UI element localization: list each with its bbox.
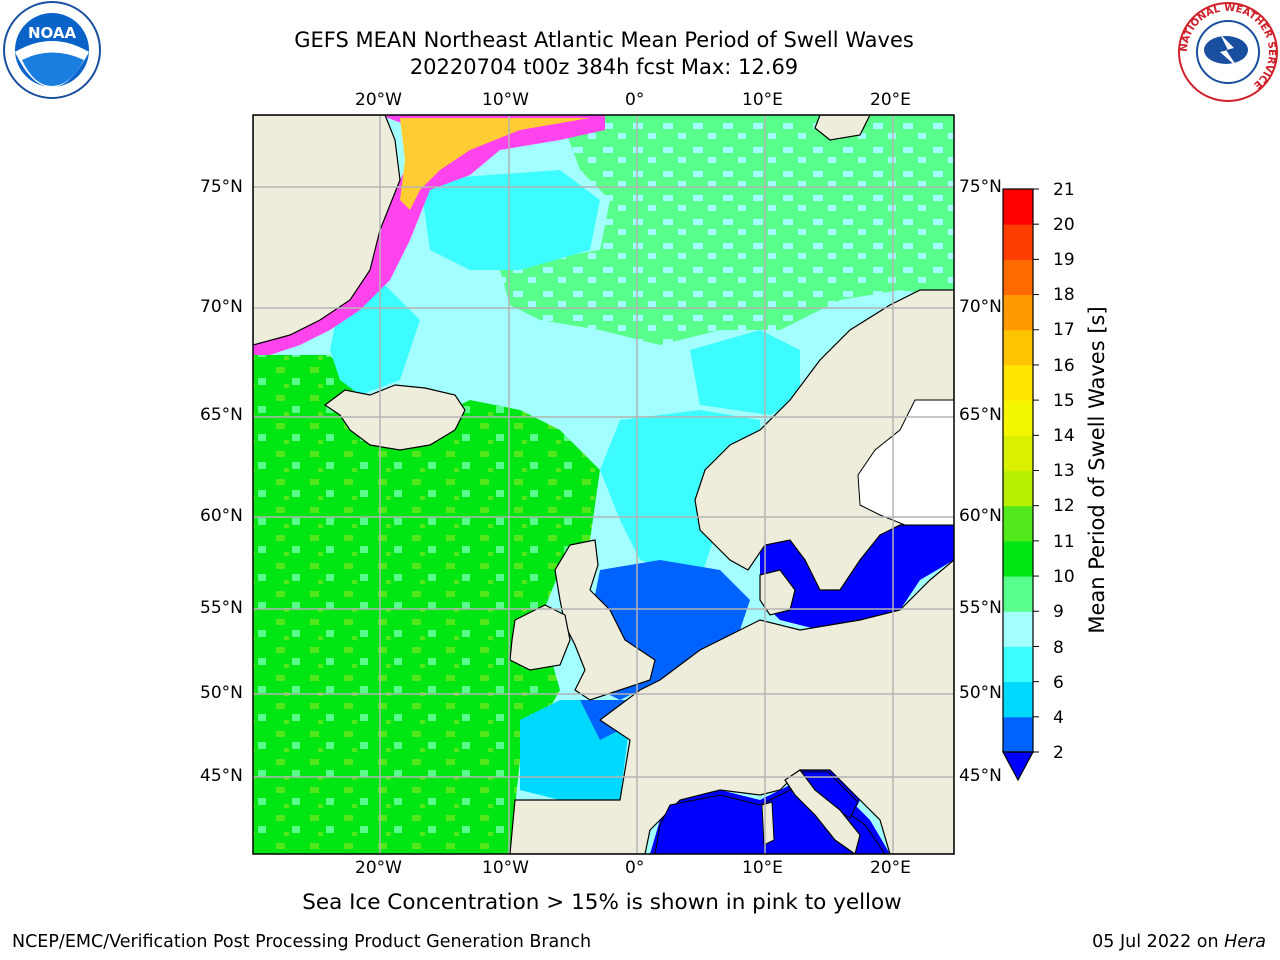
lat-label-left-55n: 55°N bbox=[200, 598, 243, 618]
colorbar-tick-label: 6 bbox=[1053, 673, 1064, 693]
map-title: GEFS MEAN Northeast Atlantic Mean Period… bbox=[294, 28, 914, 52]
colorbar-tick-label: 8 bbox=[1053, 638, 1064, 658]
colorbar-segment bbox=[1003, 364, 1033, 401]
lon-label-top-0: 0° bbox=[625, 90, 645, 110]
colorbar-tick-label: 16 bbox=[1053, 356, 1075, 376]
colorbar-tick-label: 2 bbox=[1053, 743, 1064, 763]
lon-label-top-20w: 20°W bbox=[355, 90, 402, 110]
lat-label-left-50n: 50°N bbox=[200, 683, 243, 703]
map-frame bbox=[252, 114, 955, 855]
lat-label-left-60n: 60°N bbox=[200, 506, 243, 526]
colorbar-underflow-triangle bbox=[1001, 751, 1035, 782]
colorbar-tick-label: 18 bbox=[1053, 285, 1075, 305]
lat-label-right-70n: 70°N bbox=[959, 297, 1002, 317]
swell-zone-north-green bbox=[500, 115, 954, 345]
colorbar-tick-label: 12 bbox=[1053, 496, 1075, 516]
colorbar-segment bbox=[1003, 646, 1033, 683]
land-svalbard bbox=[814, 115, 871, 141]
land-corsica-sardinia bbox=[761, 801, 775, 846]
swell-zone-mid-cyan bbox=[420, 170, 600, 270]
swell-zone-west-green bbox=[253, 355, 600, 854]
colorbar-segment bbox=[1003, 224, 1033, 260]
lon-label-top-10w: 10°W bbox=[482, 90, 529, 110]
colorbar-tick-label: 20 bbox=[1053, 215, 1075, 235]
lat-label-right-65n: 65°N bbox=[959, 405, 1002, 425]
colorbar-tick-label: 13 bbox=[1053, 461, 1075, 481]
colorbar-tick-label: 14 bbox=[1053, 426, 1075, 446]
land-denmark bbox=[759, 569, 796, 616]
lat-label-left-70n: 70°N bbox=[200, 297, 243, 317]
lon-label-bottom-10e: 10°E bbox=[742, 858, 783, 878]
colorbar-segment bbox=[1003, 329, 1033, 366]
lat-label-left-45n: 45°N bbox=[200, 766, 243, 786]
colorbar bbox=[1001, 188, 1039, 782]
lat-label-left-65n: 65°N bbox=[200, 405, 243, 425]
lat-label-right-75n: 75°N bbox=[959, 177, 1002, 197]
colorbar-segment bbox=[1003, 470, 1033, 507]
sea-ice-core bbox=[400, 118, 590, 210]
lat-label-right-55n: 55°N bbox=[959, 598, 1002, 618]
colorbar-segment bbox=[1003, 611, 1033, 647]
lon-label-bottom-10w: 10°W bbox=[482, 858, 529, 878]
swell-zone-central-cyan bbox=[600, 410, 760, 580]
colorbar-segment bbox=[1003, 576, 1033, 612]
colorbar-tick-label: 15 bbox=[1053, 391, 1075, 411]
colorbar-segment bbox=[1003, 540, 1033, 577]
colorbar-tick-label: 11 bbox=[1053, 532, 1075, 552]
colorbar-segment bbox=[1003, 189, 1033, 225]
colorbar-segment bbox=[1003, 505, 1033, 542]
lon-label-top-20e: 20°E bbox=[870, 90, 911, 110]
lon-label-bottom-20e: 20°E bbox=[870, 858, 911, 878]
colorbar-tick-label: 19 bbox=[1053, 250, 1075, 270]
map-gridlines bbox=[253, 115, 954, 854]
colorbar-segment bbox=[1003, 259, 1033, 296]
lon-label-top-10e: 10°E bbox=[742, 90, 783, 110]
land-continental-europe bbox=[509, 559, 954, 854]
footer-date-text: 05 Jul 2022 on bbox=[1092, 932, 1225, 952]
colorbar-tick-label: 17 bbox=[1053, 320, 1075, 340]
colorbar-segment bbox=[1003, 294, 1033, 331]
nws-logo: NATIONAL WEATHER SERVICE bbox=[1178, 2, 1278, 102]
colorbar-tick-label: 4 bbox=[1053, 708, 1064, 728]
svg-text:NOAA: NOAA bbox=[28, 24, 77, 42]
noaa-logo: NOAA bbox=[3, 1, 101, 99]
land-italy bbox=[784, 769, 861, 854]
footer-host: Hera bbox=[1224, 932, 1266, 952]
colorbar-tick-label: 9 bbox=[1053, 602, 1064, 622]
colorbar-tick-label: 10 bbox=[1053, 567, 1075, 587]
footer-credit: NCEP/EMC/Verification Post Processing Pr… bbox=[12, 932, 592, 952]
footer-date: 05 Jul 2022 on Hera bbox=[1092, 932, 1266, 952]
lat-label-right-50n: 50°N bbox=[959, 683, 1002, 703]
map-subtitle-run: 20220704 t00z 384h fcst Max: 12.69 bbox=[409, 55, 799, 79]
colorbar-segment bbox=[1003, 400, 1033, 436]
lon-label-bottom-20w: 20°W bbox=[355, 858, 402, 878]
colorbar-segment bbox=[1003, 435, 1033, 471]
lat-label-left-75n: 75°N bbox=[200, 177, 243, 197]
colorbar-segment bbox=[1003, 716, 1033, 753]
sea-ice-note: Sea Ice Concentration > 15% is shown in … bbox=[302, 890, 902, 915]
colorbar-segment bbox=[1003, 681, 1033, 718]
lat-label-right-60n: 60°N bbox=[959, 506, 1002, 526]
lon-label-bottom-0: 0° bbox=[625, 858, 645, 878]
swell-zone-norwegian-cyan bbox=[690, 330, 800, 415]
lat-label-right-45n: 45°N bbox=[959, 766, 1002, 786]
land-greenland bbox=[253, 115, 401, 346]
gulf-of-bothnia bbox=[857, 399, 954, 526]
colorbar-tick-label: 21 bbox=[1053, 180, 1075, 200]
